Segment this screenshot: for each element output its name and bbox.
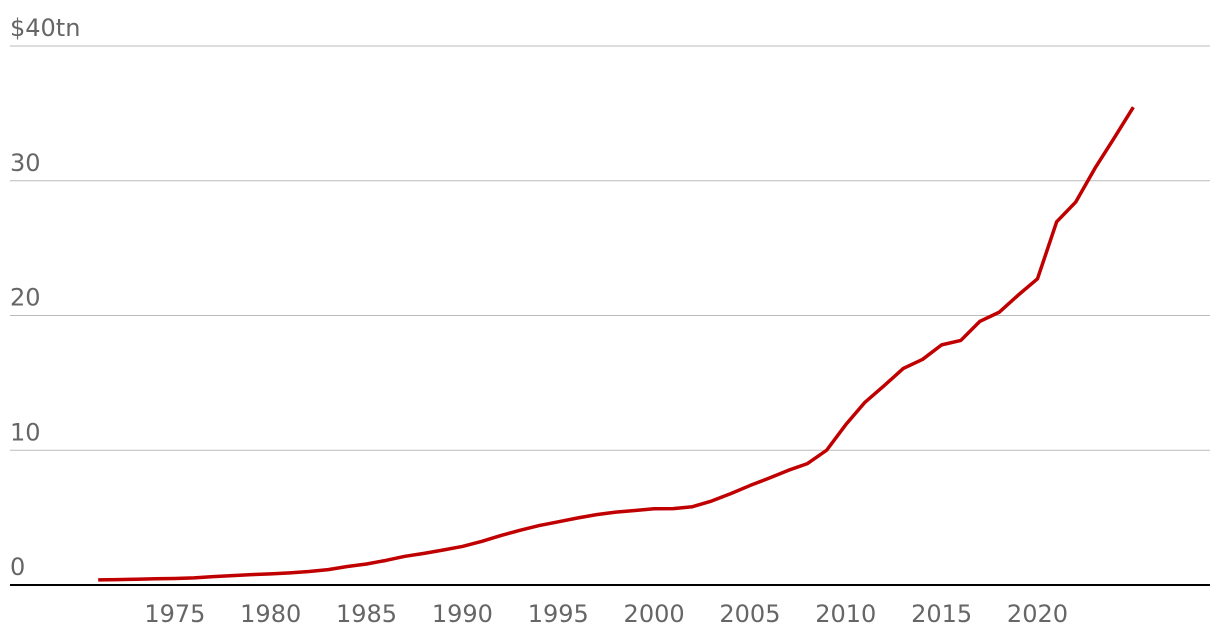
x-tick-label: 1990 (432, 600, 493, 628)
x-tick-label: 2005 (719, 600, 780, 628)
y-tick-label: 20 (10, 284, 41, 312)
line (98, 106, 1135, 582)
x-tick-label: 2020 (1007, 600, 1068, 628)
x-tick-label: 1975 (144, 600, 205, 628)
y-tick-label: 10 (10, 418, 41, 446)
x-tick-label: 1985 (336, 600, 397, 628)
y-tick-label: 0 (10, 553, 25, 581)
x-tick-label: 2000 (624, 600, 685, 628)
y-tick-label: $40tn (10, 14, 80, 42)
y-tick-label: 30 (10, 149, 41, 177)
x-tick-label: 1980 (240, 600, 301, 628)
x-tick-label: 1995 (528, 600, 589, 628)
x-tick-label: 2010 (815, 600, 876, 628)
x-tick-label: 2015 (911, 600, 972, 628)
